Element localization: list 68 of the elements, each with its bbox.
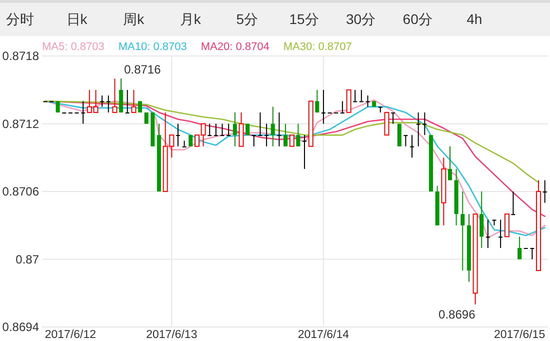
x-tick-label: 2017/6/13 [146, 329, 198, 341]
candlestick [106, 95, 110, 113]
candlestick [277, 112, 282, 147]
candlestick [359, 89, 364, 102]
candlestick [232, 112, 237, 147]
y-tick-label: 0.87 [16, 252, 40, 266]
candlestick [542, 180, 547, 204]
candlestick [498, 219, 503, 248]
candlestick [289, 134, 294, 147]
candlestick [404, 134, 408, 147]
text: MA20: 0.8704 [200, 41, 270, 53]
candlestick [264, 123, 269, 147]
x-tick-label: 2017/6/14 [298, 329, 350, 341]
candlestick [296, 123, 300, 147]
candlestick [112, 78, 118, 113]
candlestick [353, 89, 358, 102]
text: MA30: 0.8707 [283, 41, 352, 53]
x-tick-label: 2017/6/12 [44, 329, 96, 341]
candlestick [397, 123, 402, 147]
candlestick [504, 214, 510, 238]
candlestick [346, 89, 352, 113]
candlestick [238, 112, 244, 147]
candlestick [391, 112, 396, 124]
candlestick [448, 146, 452, 181]
candlestick [182, 140, 186, 148]
candlestick [81, 100, 86, 124]
candlestick [252, 134, 256, 147]
candlestick [270, 106, 275, 147]
annotation: 0.8716 [124, 62, 162, 77]
candlestick [340, 100, 344, 114]
candlestick [208, 123, 212, 136]
text: MA10: 0.8703 [118, 41, 187, 53]
candlestick [220, 123, 224, 136]
candlestick [100, 95, 104, 108]
candlestick [226, 123, 231, 136]
y-tick-label: 0.8718 [2, 49, 40, 63]
text: MA5: 0.8703 [42, 41, 104, 53]
candlestick [176, 123, 180, 147]
candlestick [321, 89, 326, 124]
candlestick [410, 134, 414, 158]
candlestick [486, 219, 490, 248]
candlestick [480, 191, 484, 248]
candlestick [422, 112, 427, 136]
line-series [44, 100, 540, 184]
y-tick-label: 0.8694 [2, 320, 40, 334]
annotation: 0.8696 [438, 307, 476, 322]
candlestick [258, 112, 262, 136]
y-tick-label: 0.8712 [2, 116, 40, 131]
y-tick-label: 0.8706 [2, 184, 40, 198]
candlestick [315, 89, 320, 113]
candlestick [119, 78, 124, 113]
candlestick [214, 123, 218, 136]
candlestick [530, 247, 534, 260]
candlestick [384, 112, 390, 136]
candlestick [302, 134, 306, 170]
candlestick [125, 89, 130, 114]
candlestick [460, 191, 465, 272]
candlestick [284, 123, 288, 147]
candlestick [188, 134, 193, 147]
candlestick [511, 191, 516, 216]
x-tick-label: 2017/6/15 [494, 329, 546, 341]
candlestick [138, 100, 142, 113]
tab-bar: 分时 日k 周k 月k 5分 15分 30分 60分 4h [0, 0, 550, 36]
candlestick [131, 89, 136, 113]
candlestick [366, 95, 370, 108]
candlestick [416, 112, 420, 147]
candlestick [56, 100, 60, 113]
candlestick [518, 236, 522, 260]
